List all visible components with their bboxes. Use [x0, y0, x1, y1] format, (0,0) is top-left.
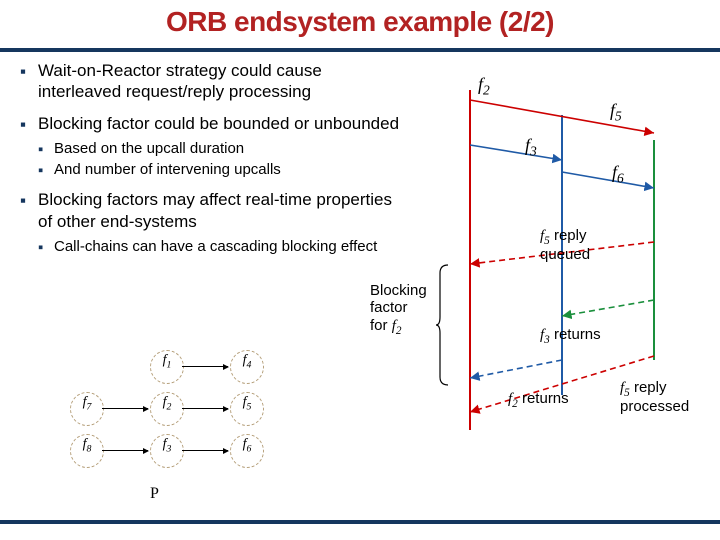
- rule-top: [0, 48, 720, 52]
- bullet-2-text: Blocking factor could be bounded or unbo…: [38, 114, 399, 133]
- mini-node-f5: f5: [230, 392, 264, 426]
- bullet-2a: Based on the upcall duration: [38, 140, 400, 159]
- ev-f5-reply-processed: f5 reply processed: [620, 380, 689, 416]
- mini-edge-f1-f4: [182, 366, 228, 367]
- bullet-2b-text: And number of intervening upcalls: [54, 161, 281, 178]
- tl-label-f2: f2: [478, 74, 490, 99]
- mini-edge-f3-f6: [182, 450, 228, 451]
- mini-edge-f2-f5: [182, 408, 228, 409]
- ev-blocking-factor: Blocking factor for f2: [370, 282, 427, 337]
- mini-node-f6: f6: [230, 434, 264, 468]
- mini-node-f1: f1: [150, 350, 184, 384]
- bullet-list: Wait-on-Reactor strategy could cause int…: [20, 60, 400, 267]
- mini-P-label: P: [150, 485, 159, 503]
- bullet-2b: And number of intervening upcalls: [38, 161, 400, 180]
- bullet-2a-text: Based on the upcall duration: [54, 140, 244, 157]
- bullet-3: Blocking factors may affect real-time pr…: [20, 189, 400, 256]
- mini-node-f8: f8: [70, 434, 104, 468]
- bullet-3a-text: Call-chains can have a cascading blockin…: [54, 238, 377, 255]
- tl-label-f3: f3: [525, 135, 537, 160]
- mini-node-f2: f2: [150, 392, 184, 426]
- mini-node-f3: f3: [150, 434, 184, 468]
- bullet-2: Blocking factor could be bounded or unbo…: [20, 113, 400, 180]
- mini-node-f7: f7: [70, 392, 104, 426]
- slide: ORB endsystem example (2/2) Wait-on-Reac…: [0, 0, 720, 540]
- mini-edge-f7-f2: [102, 408, 148, 409]
- ev-f5-reply-queued: f5 reply queued: [540, 228, 590, 264]
- bullet-1: Wait-on-Reactor strategy could cause int…: [20, 60, 400, 103]
- bullet-3-text: Blocking factors may affect real-time pr…: [38, 190, 392, 230]
- bullet-3a: Call-chains can have a cascading blockin…: [38, 238, 400, 257]
- slide-title: ORB endsystem example (2/2): [0, 6, 720, 38]
- tl-label-f6: f6: [612, 162, 624, 187]
- mini-node-f4: f4: [230, 350, 264, 384]
- ev-f2-returns: f2 returns: [508, 390, 569, 410]
- rule-bottom: [0, 520, 720, 524]
- mini-edge-f8-f3: [102, 450, 148, 451]
- bullet-1-text: Wait-on-Reactor strategy could cause int…: [38, 61, 322, 101]
- ev-f3-returns: f3 returns: [540, 326, 601, 346]
- tl-label-f5: f5: [610, 100, 622, 125]
